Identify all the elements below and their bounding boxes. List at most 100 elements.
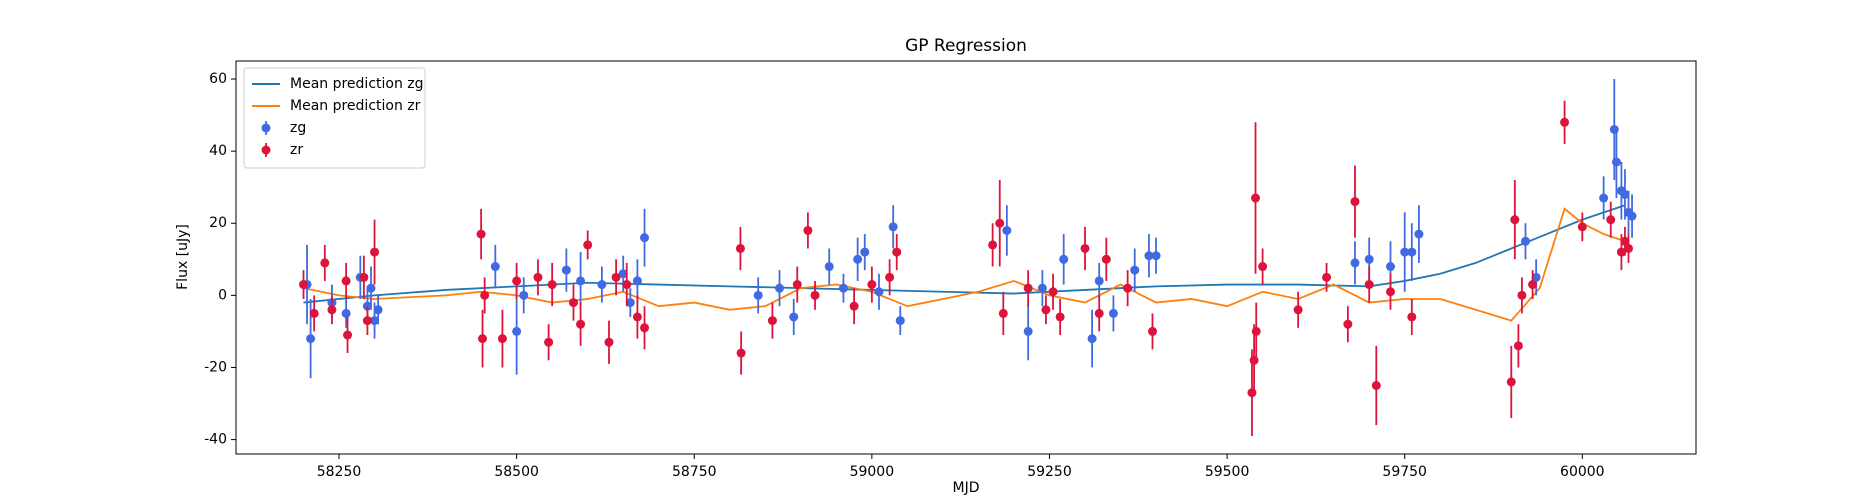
point [1041,305,1051,315]
point [640,233,650,243]
legend-label: Mean prediction zr [290,98,421,114]
point [370,316,380,326]
point [998,308,1008,318]
point [370,247,380,257]
point [1023,326,1033,336]
point [519,290,529,300]
point [497,334,507,344]
point [576,319,586,329]
y-axis-label: Flux [uJy] [175,224,191,290]
point [611,272,621,282]
point [885,272,895,282]
point [1087,334,1097,344]
point [1517,290,1527,300]
x-tick-label: 59000 [850,464,895,480]
legend-swatch [261,123,271,133]
legend-box [243,67,426,169]
point [803,225,813,235]
point [1123,283,1133,293]
legend-label: Mean prediction zg [290,76,424,92]
point [736,348,746,358]
point [373,305,383,315]
point [1620,189,1630,199]
point [1023,283,1033,293]
y-tick-label: 40 [209,143,227,159]
point [583,240,593,250]
plot-area [298,79,1637,436]
point [568,298,578,308]
x-tick-label: 58250 [317,464,362,480]
point [327,305,337,315]
point [298,280,308,290]
point [792,280,802,290]
point [1002,225,1012,235]
point [533,272,543,282]
point [1258,262,1268,272]
point [767,316,777,326]
point [343,330,353,340]
point [1144,251,1154,261]
point [1400,247,1410,257]
legend-swatch [261,145,271,155]
point [1627,211,1637,221]
point [1510,215,1520,225]
point [735,243,745,253]
point [1101,254,1111,264]
point [1343,319,1353,329]
point [490,262,500,272]
plot-frame [235,60,1697,455]
point [476,229,486,239]
point [1364,280,1374,290]
point [888,222,898,232]
point [789,312,799,322]
point [576,276,586,286]
point [618,269,628,279]
point [1620,236,1630,246]
point [1247,388,1257,398]
point [1386,287,1396,297]
point [1048,287,1058,297]
point [1616,247,1626,257]
point [1407,247,1417,257]
point [632,312,642,322]
point [1350,258,1360,268]
point [1513,341,1523,351]
point [1624,243,1634,253]
chart-title: GP Regression [905,36,1027,56]
point [1528,280,1538,290]
point [1251,193,1261,203]
point [320,258,330,268]
x-tick-label: 59500 [1205,464,1250,480]
point [1055,312,1065,322]
point [544,337,554,347]
point [853,254,863,264]
point [1506,377,1516,387]
y-tick-label: 0 [218,287,227,303]
point [1094,276,1104,286]
point [1560,117,1570,127]
point [512,276,522,286]
x-tick-label: 58750 [672,464,717,480]
point [995,218,1005,228]
point [860,247,870,257]
point [1414,229,1424,239]
y-tick-label: 60 [209,71,227,87]
y-tick-label: 20 [209,215,227,231]
point [1130,265,1140,275]
point [362,316,372,326]
x-tick-label: 60000 [1560,464,1605,480]
x-tick-label: 59750 [1382,464,1427,480]
point [561,265,571,275]
point [1599,193,1609,203]
point [640,323,650,333]
point [838,283,848,293]
point [1350,197,1360,207]
point [512,326,522,336]
point [309,308,319,318]
legend-label: zg [290,120,306,136]
point [1293,305,1303,315]
point [1249,355,1259,365]
point [1371,380,1381,390]
point [359,272,369,282]
